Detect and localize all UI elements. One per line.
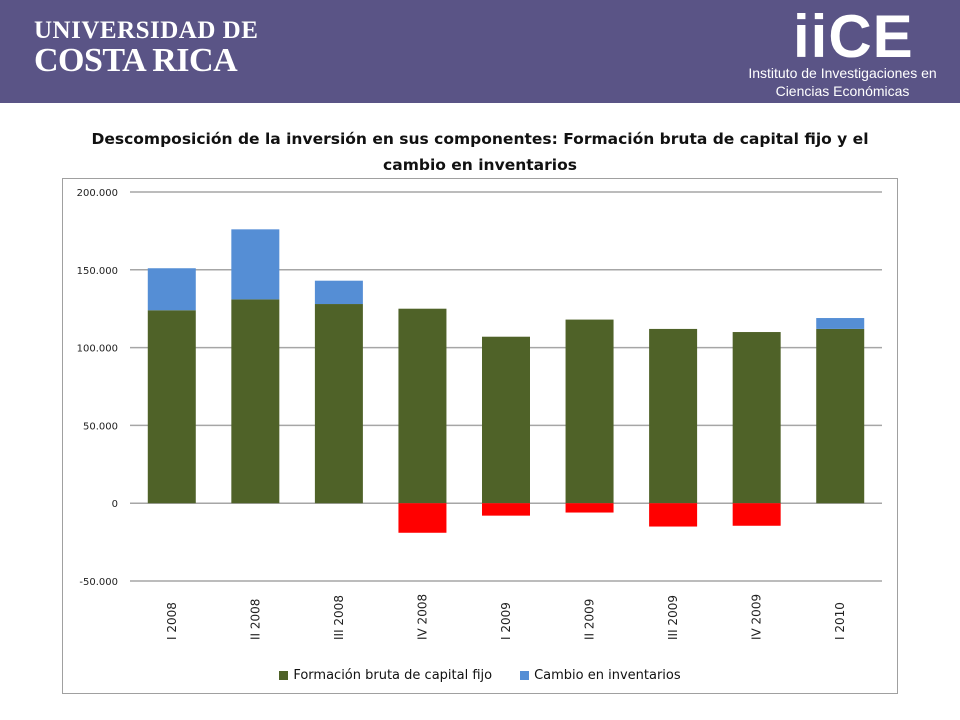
- bar-fbkf: [314, 304, 363, 504]
- legend-label-inventarios: Cambio en inventarios: [534, 667, 681, 683]
- legend-label-fbkf: Formación bruta de capital fijo: [293, 667, 493, 683]
- x-tick-label: II 2008: [248, 599, 262, 640]
- bar-inventarios-negative: [565, 503, 614, 513]
- legend-item-fbkf: Formación bruta de capital fijo: [279, 668, 492, 683]
- y-tick-label: 50.000: [83, 421, 118, 432]
- bar-inventarios-negative: [482, 503, 530, 516]
- x-tick-label: I 2008: [165, 602, 179, 640]
- bar-fbkf: [398, 308, 447, 504]
- chart-title: Descomposición de la inversión en sus co…: [91, 130, 869, 174]
- university-logo-line2: COSTA RICA: [34, 42, 238, 79]
- bar-fbkf: [816, 328, 865, 504]
- x-tick-label: II 2009: [583, 599, 597, 640]
- legend-swatch-fbkf: [279, 670, 289, 680]
- legend-swatch-inventarios: [520, 670, 530, 680]
- bar-fbkf: [565, 319, 614, 504]
- y-tick-label: 150.000: [77, 266, 118, 277]
- x-tick-label: I 2009: [499, 602, 513, 640]
- x-tick-label: III 2009: [666, 595, 680, 640]
- x-tick-label: III 2008: [332, 595, 346, 640]
- bar-fbkf: [147, 310, 196, 504]
- bar-inventarios: [314, 280, 363, 305]
- y-tick-label: -50.000: [79, 577, 118, 588]
- bar-fbkf: [732, 332, 781, 504]
- bar-inventarios-negative: [649, 503, 698, 527]
- bar-inventarios: [816, 318, 865, 329]
- header-banner: UNIVERSIDAD DE COSTA RICA iiCE Instituto…: [0, 0, 960, 103]
- bar-fbkf: [231, 299, 280, 504]
- x-tick-label: IV 2008: [415, 594, 429, 640]
- legend-item-inventarios: Cambio en inventarios: [520, 668, 681, 683]
- university-logo-line1: UNIVERSIDAD DE: [34, 17, 259, 44]
- x-tick-label: IV 2009: [750, 594, 764, 640]
- bar-fbkf: [649, 328, 698, 504]
- bar-inventarios-negative: [732, 503, 781, 526]
- university-logo: UNIVERSIDAD DE COSTA RICA: [34, 18, 258, 78]
- bar-inventarios-negative: [398, 503, 447, 533]
- bar-inventarios: [147, 268, 196, 311]
- y-tick-label: 200.000: [77, 188, 118, 199]
- chart-legend: Formación bruta de capital fijo Cambio e…: [0, 665, 960, 685]
- bar-inventarios: [231, 229, 280, 300]
- iice-logo: iiCE: [793, 3, 914, 70]
- x-tick-label: I 2010: [833, 602, 847, 640]
- institute-name: Instituto de Investigaciones en Ciencias…: [748, 65, 937, 99]
- y-tick-label: 0: [112, 499, 118, 510]
- y-tick-label: 100.000: [77, 344, 118, 355]
- bar-fbkf: [482, 336, 530, 504]
